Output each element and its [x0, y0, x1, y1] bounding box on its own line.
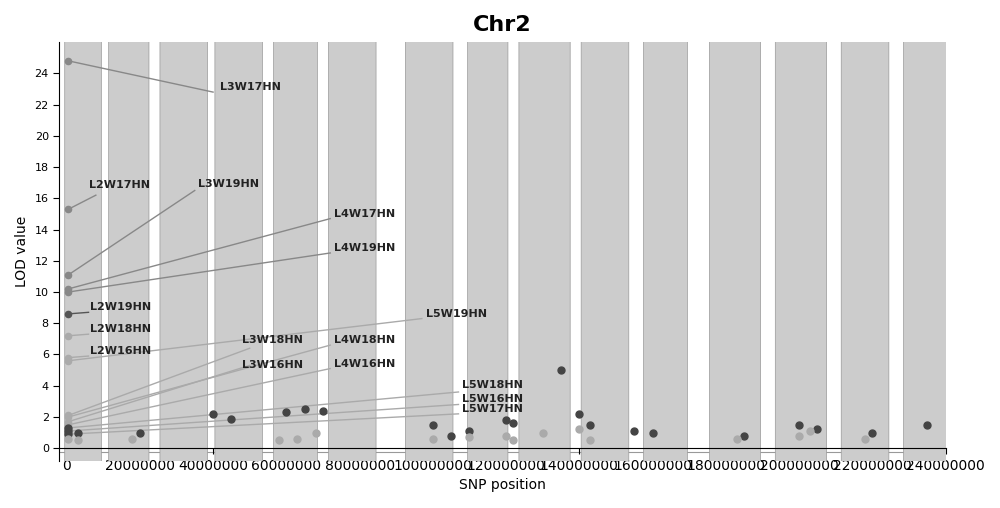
Point: [582, 421, 598, 429]
Point: [802, 427, 818, 435]
Point: [425, 421, 441, 429]
Point: [582, 436, 598, 444]
FancyBboxPatch shape: [160, 0, 208, 508]
Y-axis label: LOD value: LOD value: [15, 216, 29, 287]
Point: [278, 408, 294, 417]
Title: Chr2: Chr2: [473, 15, 532, 35]
Point: [919, 421, 935, 429]
Point: [60, 271, 76, 279]
Point: [60, 57, 76, 65]
Text: L3W19HN: L3W19HN: [198, 179, 259, 189]
Point: [443, 432, 459, 440]
Point: [124, 435, 140, 443]
Point: [60, 354, 76, 362]
Point: [60, 310, 76, 318]
FancyBboxPatch shape: [273, 0, 317, 508]
Point: [60, 357, 76, 365]
Point: [571, 425, 587, 433]
Point: [791, 421, 807, 429]
FancyBboxPatch shape: [109, 0, 149, 508]
Text: L5W17HN: L5W17HN: [462, 404, 523, 414]
Point: [571, 410, 587, 418]
Point: [505, 419, 521, 427]
Text: L5W16HN: L5W16HN: [462, 395, 523, 404]
Point: [60, 205, 76, 213]
FancyBboxPatch shape: [519, 0, 570, 508]
FancyBboxPatch shape: [775, 0, 827, 508]
Text: L4W19HN: L4W19HN: [334, 243, 395, 253]
Text: L4W17HN: L4W17HN: [334, 209, 395, 218]
Point: [60, 418, 76, 426]
Point: [505, 436, 521, 444]
Point: [60, 413, 76, 421]
Text: L4W16HN: L4W16HN: [334, 359, 395, 368]
X-axis label: SNP position: SNP position: [459, 478, 546, 492]
Text: L2W19HN: L2W19HN: [90, 302, 151, 312]
Point: [60, 332, 76, 340]
Point: [297, 405, 313, 413]
Point: [60, 424, 76, 432]
FancyBboxPatch shape: [643, 0, 687, 508]
Point: [60, 430, 76, 438]
Point: [70, 429, 86, 437]
Text: L3W17HN: L3W17HN: [220, 82, 281, 92]
Point: [205, 410, 221, 418]
FancyBboxPatch shape: [65, 0, 101, 508]
Point: [461, 427, 477, 435]
Point: [60, 427, 76, 435]
Point: [425, 435, 441, 443]
Point: [60, 421, 76, 429]
Point: [553, 366, 569, 374]
Text: L5W19HN: L5W19HN: [426, 308, 487, 319]
Point: [857, 435, 873, 443]
Point: [626, 427, 642, 435]
Point: [645, 429, 661, 437]
Point: [736, 432, 752, 440]
Point: [535, 429, 551, 437]
Text: L2W17HN: L2W17HN: [89, 180, 150, 190]
Point: [60, 427, 76, 435]
FancyBboxPatch shape: [215, 0, 263, 508]
Point: [729, 435, 745, 443]
Text: L5W18HN: L5W18HN: [462, 380, 523, 391]
Point: [809, 425, 825, 433]
FancyBboxPatch shape: [904, 0, 947, 508]
Point: [791, 432, 807, 440]
Point: [132, 429, 148, 437]
FancyBboxPatch shape: [405, 0, 453, 508]
Point: [60, 288, 76, 296]
Point: [498, 432, 514, 440]
FancyBboxPatch shape: [709, 0, 761, 508]
Text: L2W18HN: L2W18HN: [90, 324, 151, 334]
FancyBboxPatch shape: [468, 0, 508, 508]
FancyBboxPatch shape: [841, 0, 889, 508]
Point: [461, 433, 477, 441]
FancyBboxPatch shape: [581, 0, 629, 508]
Point: [289, 435, 305, 443]
Point: [864, 429, 880, 437]
Point: [60, 285, 76, 293]
FancyBboxPatch shape: [328, 0, 376, 508]
Text: L2W16HN: L2W16HN: [90, 346, 151, 356]
Point: [60, 435, 76, 443]
Point: [271, 436, 287, 444]
Point: [60, 424, 76, 432]
Point: [498, 416, 514, 424]
Text: L4W18HN: L4W18HN: [334, 335, 395, 345]
Point: [60, 411, 76, 420]
Point: [60, 430, 76, 438]
Text: L3W18HN: L3W18HN: [242, 335, 303, 345]
Point: [308, 429, 324, 437]
Point: [315, 407, 331, 415]
Text: L3W16HN: L3W16HN: [242, 360, 303, 370]
Point: [223, 415, 239, 423]
Point: [70, 436, 86, 444]
